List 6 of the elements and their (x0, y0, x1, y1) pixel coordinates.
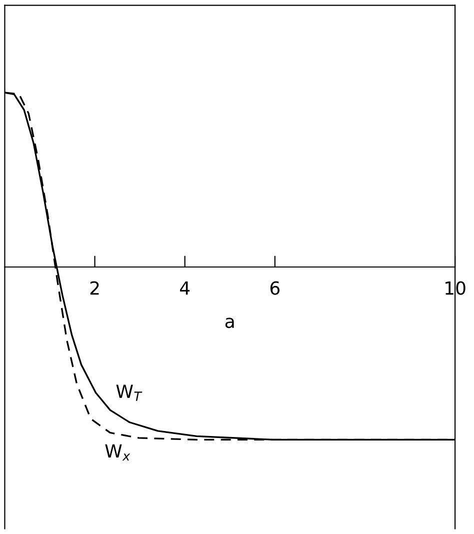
annotation: W$_{T}$ (116, 384, 142, 401)
annotation: W$_{x}$ (105, 444, 130, 460)
x-tick-label: 6 (270, 281, 280, 295)
x-tick-label: 4 (180, 281, 190, 295)
x-tick-label: 2 (90, 281, 99, 295)
x-axis-title: a (225, 318, 234, 328)
